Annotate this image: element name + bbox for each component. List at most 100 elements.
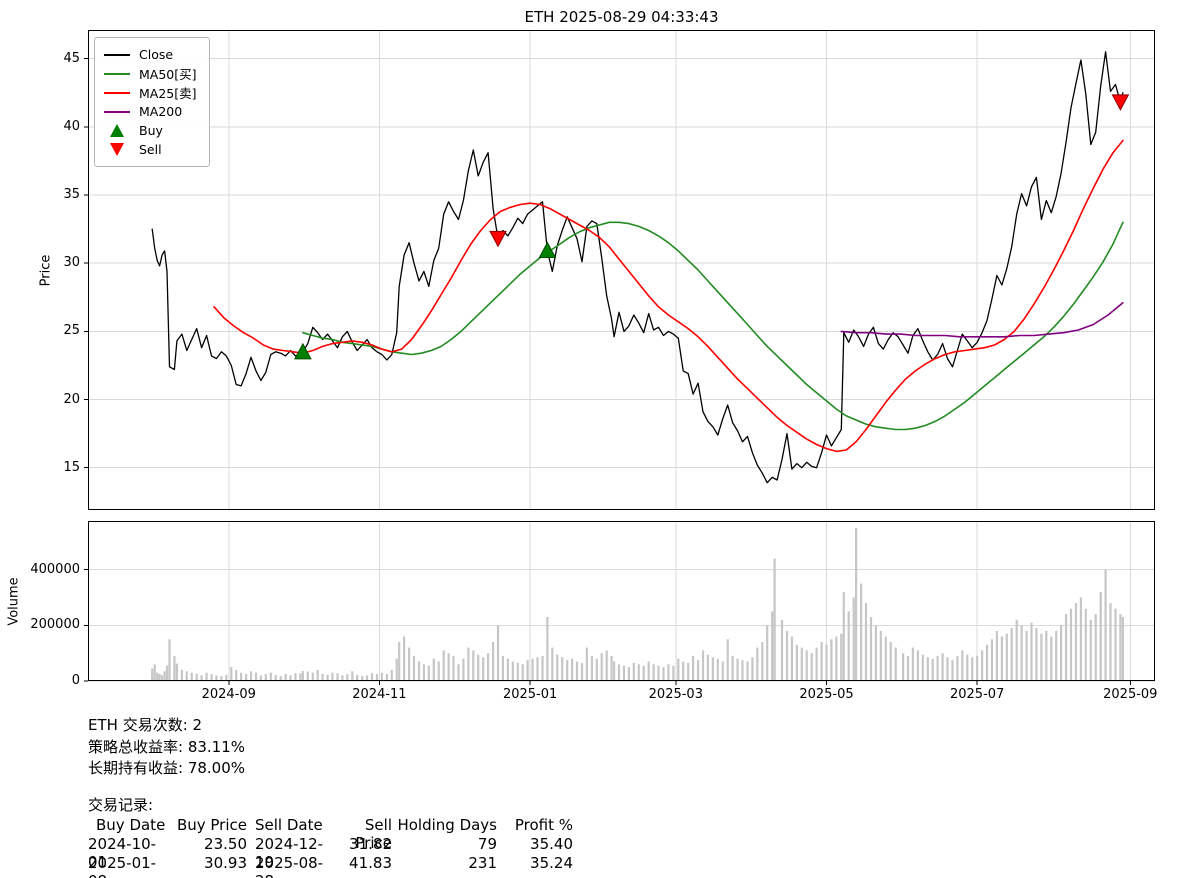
volume-bar: [697, 660, 700, 681]
volume-bar: [1005, 633, 1008, 681]
volume-bar: [175, 663, 178, 681]
volume-bar: [245, 673, 248, 681]
volume-bar: [526, 660, 529, 681]
series-ma50: [302, 221, 1124, 431]
sell-triangle-icon: [110, 143, 124, 156]
volume-bar: [830, 639, 833, 681]
x-tick-label: 2025-01: [502, 687, 558, 702]
volume-bar: [936, 656, 939, 681]
volume-bar: [341, 675, 344, 681]
close-line-swatch: [104, 53, 130, 56]
volume-bar: [301, 671, 304, 681]
sell-marker-swatch: [104, 143, 130, 156]
volume-bar: [672, 665, 675, 681]
volume-bar: [316, 669, 319, 681]
volume-bar: [1020, 625, 1023, 681]
volume-bar: [667, 664, 670, 681]
legend: Close MA50[买] MA25[卖] MA200 Buy Sell: [94, 37, 210, 167]
volume-bar: [966, 654, 969, 681]
volume-bar: [321, 674, 324, 681]
volume-bar: [501, 656, 504, 681]
volume-bar: [815, 647, 818, 681]
volume-bar: [613, 661, 616, 681]
volume-bar: [390, 669, 393, 681]
price-tick-label: 30: [63, 255, 80, 271]
ma200-line-swatch: [104, 110, 130, 113]
volume-bar: [795, 644, 798, 681]
volume-bar: [637, 664, 640, 681]
volume-bar: [622, 665, 626, 681]
buy-marker-swatch: [104, 124, 130, 137]
volume-bar: [906, 656, 910, 681]
volume-bar: [427, 665, 430, 681]
trade-sell-price: 31.82: [349, 835, 392, 853]
volume-bar: [477, 654, 480, 681]
volume-bar: [706, 654, 709, 681]
x-tick-label: 2025-07: [949, 687, 1005, 702]
volume-bar: [995, 630, 998, 681]
volume-bar: [311, 672, 314, 681]
volume-bar: [472, 650, 475, 681]
series-ma200: [840, 301, 1124, 338]
volume-bar: [687, 662, 690, 681]
volume-bar: [721, 661, 724, 681]
volume-bar: [385, 674, 388, 681]
line-swatch: [104, 72, 130, 75]
volume-bar: [366, 675, 369, 681]
line-swatch: [104, 91, 130, 94]
volume-bar: [205, 672, 208, 681]
volume-bar: [632, 662, 635, 681]
volume-bar: [467, 647, 470, 681]
volume-bar: [190, 672, 193, 681]
volume-bar: [284, 674, 287, 681]
volume-bar: [580, 662, 584, 681]
price-tick-label: 20: [63, 391, 80, 407]
volume-bar: [874, 625, 877, 681]
volume-chart: [84, 521, 1155, 685]
volume-bar: [590, 656, 593, 681]
volume-bar: [521, 664, 524, 681]
col-profit-pct: Profit %: [514, 816, 573, 834]
volume-bar: [810, 653, 813, 681]
volume-bar: [780, 619, 784, 681]
volume-bar: [961, 650, 964, 681]
volume-bar: [235, 669, 238, 681]
volume-bar: [541, 656, 544, 681]
volume-bar: [926, 657, 929, 681]
volume-bar: [652, 664, 655, 681]
volume-bar: [1099, 592, 1102, 681]
volume-bar: [884, 636, 887, 681]
volume-bar: [492, 642, 495, 681]
trade-buy-date: 2024-10-01: [88, 835, 157, 871]
volume-bar: [336, 673, 339, 681]
volume-bar: [617, 664, 621, 681]
col-buy-date: Buy Date: [96, 816, 166, 834]
volume-bar: [153, 664, 156, 681]
volume-bar: [351, 671, 354, 681]
volume-bar: [889, 642, 892, 681]
volume-bar: [1114, 608, 1117, 681]
volume-bar: [511, 661, 514, 681]
volume-bar: [931, 658, 934, 681]
volume-bar: [682, 661, 685, 681]
x-tick-label: 2024-11: [352, 687, 407, 702]
legend-item-close: Close: [104, 45, 197, 64]
volume-tick-label: 200000: [30, 617, 80, 633]
series-ma25: [213, 139, 1124, 453]
volume-bar: [279, 676, 282, 681]
legend-label: MA50[买]: [139, 67, 197, 82]
buy-marker: [538, 241, 557, 258]
volume-bar: [294, 673, 297, 681]
volume-bar: [894, 647, 897, 681]
volume-bar: [487, 653, 490, 681]
volume-bar: [447, 653, 450, 681]
legend-label: MA25[卖]: [139, 86, 197, 101]
volume-bar: [380, 672, 383, 681]
volume-bar: [1030, 622, 1033, 681]
volume-bar: [800, 647, 803, 681]
volume-bar: [566, 660, 569, 681]
x-tick-label: 2025-03: [648, 687, 703, 702]
volume-bar: [840, 633, 843, 681]
volume-bar: [820, 642, 823, 681]
trades-heading: 交易记录:: [88, 796, 154, 814]
